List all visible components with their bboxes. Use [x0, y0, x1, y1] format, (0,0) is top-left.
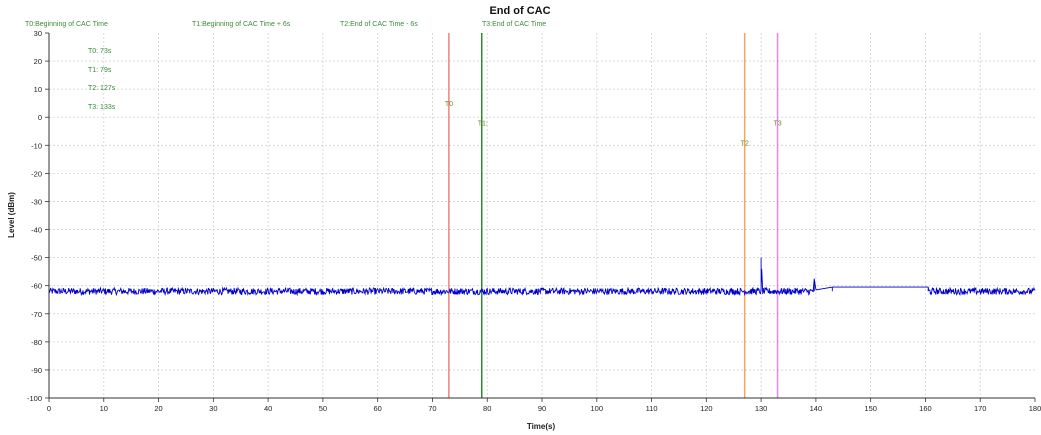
y-tick-label: 10: [34, 85, 42, 94]
y-tick-label: -10: [31, 141, 42, 150]
legend: T0:Beginning of CAC Time T1:Beginning of…: [25, 21, 546, 28]
info-t0: T0: 73s: [88, 48, 112, 55]
x-tick-label: 140: [810, 404, 823, 413]
info-t1: T1: 79s: [88, 67, 112, 74]
x-tick-label: 100: [591, 404, 604, 413]
info-box: T0: 73s T1: 79s T2: 127s T3: 133s: [88, 48, 116, 111]
x-tick-label: 80: [483, 404, 491, 413]
x-tick-label: 130: [755, 404, 768, 413]
info-t2: T2: 127s: [88, 85, 116, 92]
x-tick-label: 50: [319, 404, 327, 413]
y-tick-label: -100: [27, 394, 42, 403]
x-axis-title: Time(s): [527, 422, 556, 431]
x-tick-label: 0: [47, 404, 51, 413]
marker-label-t0: T0: [445, 101, 453, 108]
grid: [49, 33, 1035, 398]
marker-labels: T0 T1: T2 T3: [445, 101, 782, 147]
y-tick-label: -80: [31, 338, 42, 347]
y-tick-label: -30: [31, 197, 42, 206]
y-tick-label: 0: [38, 113, 42, 122]
legend-entry-t0: T0:Beginning of CAC Time: [25, 21, 108, 28]
y-axis-title: Level (dBm): [7, 192, 16, 238]
axes: [45, 32, 1036, 402]
series-layer: [48, 257, 1036, 297]
marker-label-t2: T2: [741, 140, 749, 147]
x-tick-label: 150: [864, 404, 877, 413]
y-tick-label: -40: [31, 226, 42, 235]
y-tick-label: -60: [31, 282, 42, 291]
y-tick-label: -70: [31, 310, 42, 319]
chart-title: End of CAC: [489, 5, 550, 17]
x-tick-label: 180: [1029, 404, 1041, 413]
x-tick-label: 60: [373, 404, 381, 413]
x-tick-label: 170: [974, 404, 987, 413]
y-tick-label: -50: [31, 254, 42, 263]
x-tick-label: 90: [538, 404, 546, 413]
x-tick-label: 30: [209, 404, 217, 413]
y-tick-label: 30: [34, 29, 42, 38]
legend-entry-t3: T3:End of CAC Time: [482, 21, 546, 28]
x-tick-label: 40: [264, 404, 272, 413]
marker-label-t3: T3: [774, 121, 782, 128]
marker-lines: [448, 33, 779, 398]
x-tick-label: 10: [100, 404, 108, 413]
y-tick-label: -20: [31, 169, 42, 178]
x-tick-label: 70: [428, 404, 436, 413]
x-tick-label: 20: [154, 404, 162, 413]
legend-entry-t2: T2:End of CAC Time - 6s: [340, 21, 418, 28]
x-tick-label: 110: [646, 404, 658, 413]
tick-labels: 0 10 20 30 40 50 60 70 80 90 100 110 120 130 140 150 160…: [27, 29, 1041, 413]
info-t3: T3: 133s: [88, 104, 116, 111]
legend-entry-t1: T1:Beginning of CAC Time + 6s: [192, 21, 291, 28]
y-tick-label: -90: [31, 366, 42, 375]
x-tick-label: 120: [700, 404, 713, 413]
y-tick-label: 20: [34, 57, 42, 66]
marker-label-t1: T1:: [478, 121, 488, 128]
x-tick-label: 160: [919, 404, 932, 413]
signal-series-line: [48, 257, 1036, 297]
